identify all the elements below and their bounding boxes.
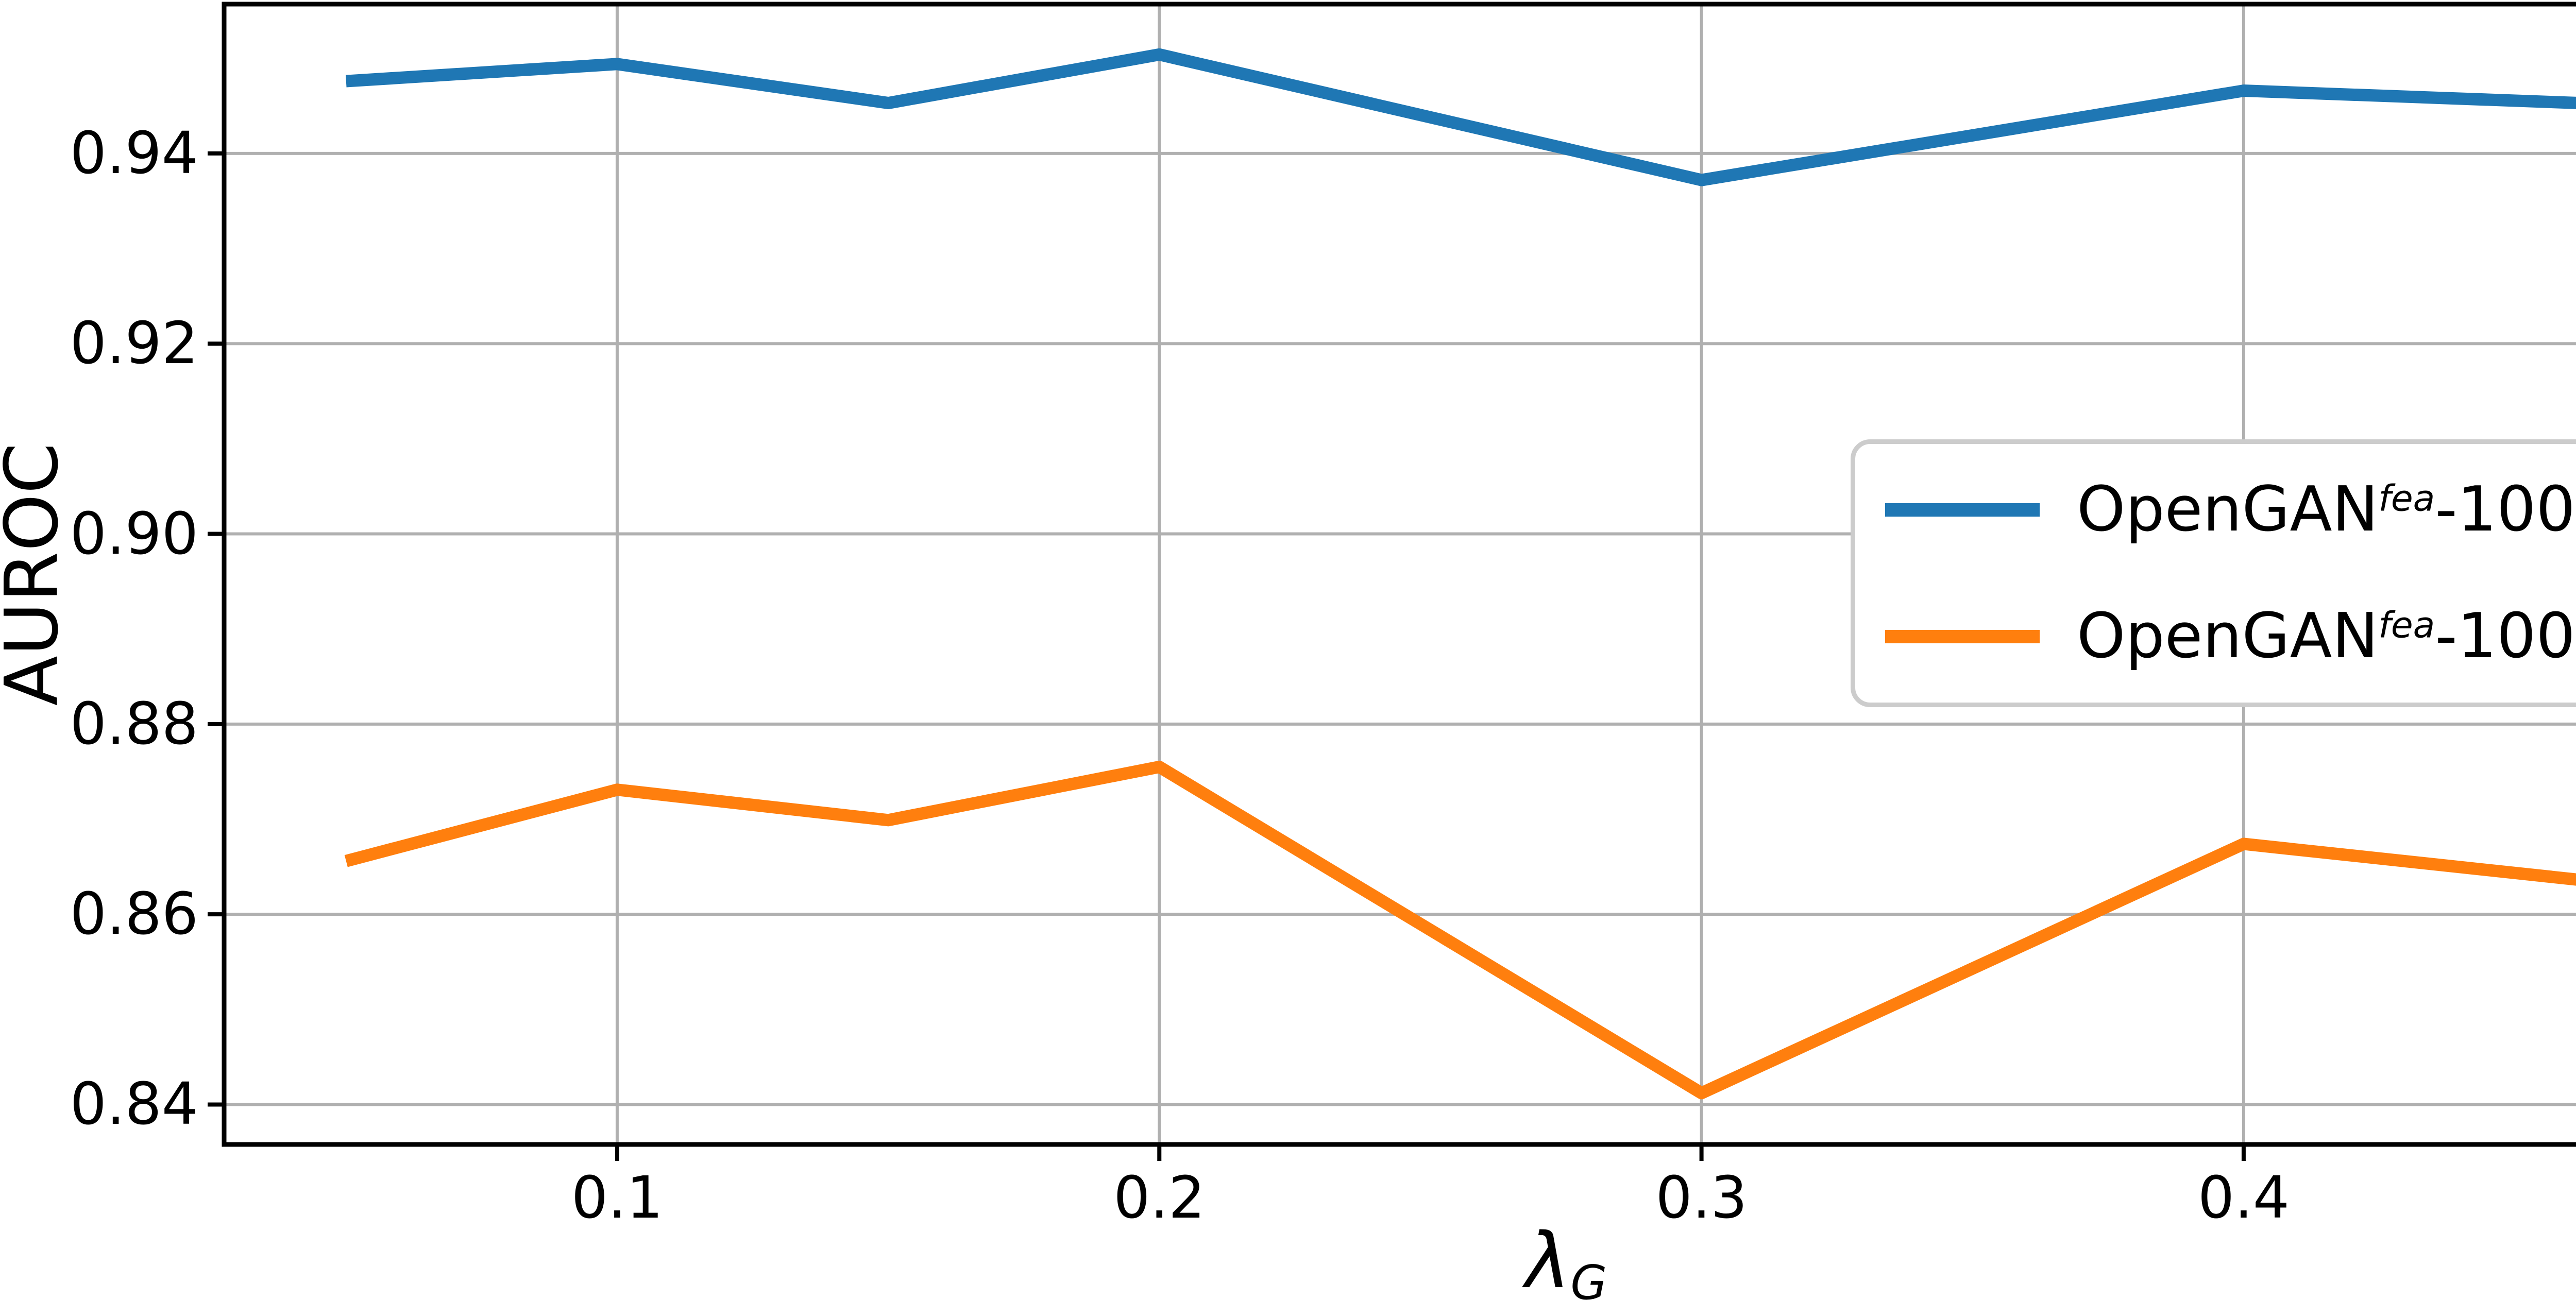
y-tick-label: 0.90 xyxy=(70,500,198,568)
x-tick-label: 0.4 xyxy=(2197,1165,2290,1231)
x-tick-label: 0.3 xyxy=(1655,1165,1748,1231)
x-tick-label: 0.2 xyxy=(1113,1165,1206,1231)
legend-label-val: OpenGANfea-1000-val xyxy=(2077,479,2576,541)
data-line-val xyxy=(346,48,2576,186)
y-tick-label: 0.92 xyxy=(70,310,198,378)
x-axis-label-subscript: G xyxy=(1570,1255,1607,1300)
y-tick-label: 0.86 xyxy=(70,881,198,948)
legend-entry-test: OpenGANfea-1000-test xyxy=(1885,585,2576,688)
x-tick-label: 0.1 xyxy=(571,1165,663,1231)
legend-label-test: OpenGANfea-1000-test xyxy=(2077,606,2576,668)
legend-entry-val: OpenGANfea-1000-val xyxy=(1885,458,2576,561)
legend-box: OpenGANfea-1000-val OpenGANfea-1000-test xyxy=(1851,439,2576,707)
data-line-test xyxy=(344,760,2576,1100)
y-tick-label: 0.94 xyxy=(70,119,198,187)
legend-label-val-base: OpenGAN xyxy=(2077,474,2379,545)
legend-line-sample-test xyxy=(1885,630,2040,643)
legend-label-test-sup: fea xyxy=(2378,604,2435,646)
legend-line-sample-val xyxy=(1885,503,2040,517)
y-tick-label: 0.88 xyxy=(70,690,198,758)
legend-label-val-rest: -1000-val xyxy=(2435,474,2576,545)
y-axis-label: AUROC xyxy=(0,442,75,706)
legend-label-test-rest: -1000-test xyxy=(2435,601,2576,672)
legend-label-test-base: OpenGAN xyxy=(2077,601,2379,672)
y-tick-label: 0.84 xyxy=(70,1071,198,1138)
legend-label-val-sup: fea xyxy=(2378,477,2435,520)
x-axis-label-symbol: λ xyxy=(1525,1217,1571,1300)
plot-border xyxy=(222,2,2576,1147)
x-axis-label: λG xyxy=(1526,1217,1607,1300)
